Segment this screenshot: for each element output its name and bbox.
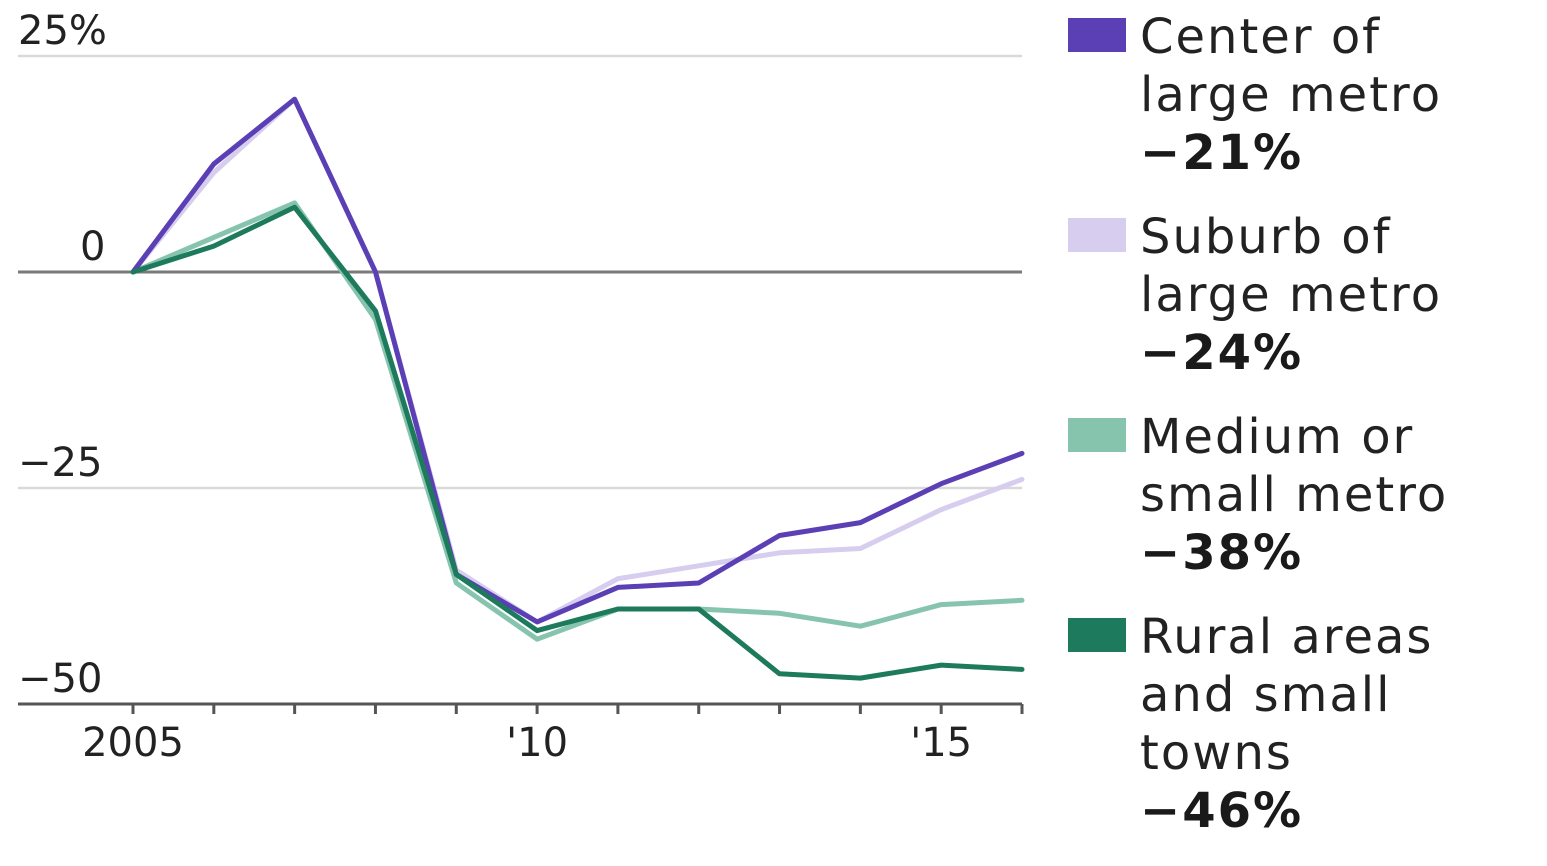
y-tick-label: −50: [18, 656, 102, 702]
legend-swatch: [1068, 618, 1126, 652]
legend-label: Suburb of large metro: [1140, 209, 1443, 323]
x-tick-label: '10: [506, 720, 568, 759]
legend-end-value: −38%: [1140, 525, 1304, 581]
series-layer: [130, 96, 1025, 681]
legend-end-value: −21%: [1140, 125, 1304, 181]
y-tick-label: 0: [80, 224, 105, 270]
legend-end-value: −24%: [1140, 325, 1304, 381]
grid-layer: [18, 54, 1024, 714]
x-tick-label: '15: [910, 720, 972, 759]
y-tick-label: 25%: [18, 8, 107, 54]
series-line-2: [130, 200, 1025, 642]
legend-label: Center of large metro: [1140, 9, 1443, 123]
legend-end-value: −46%: [1140, 783, 1304, 839]
legend: Center of large metro −21% Suburb of lar…: [1068, 8, 1538, 866]
x-tick-label: 2005: [82, 720, 184, 759]
y-tick-label: −25: [18, 440, 102, 486]
legend-swatch: [1068, 418, 1126, 452]
series-line-1: [130, 96, 1025, 625]
tick-label-layer: 25% 0 −25 −50 2005 '10 '15: [18, 8, 972, 759]
legend-swatch: [1068, 218, 1126, 252]
legend-label: Medium or small metro: [1140, 409, 1449, 523]
legend-item-rural-small-towns: Rural areas and small towns −46%: [1068, 608, 1538, 840]
legend-item-medium-small-metro: Medium or small metro −38%: [1068, 408, 1538, 582]
series-line-3: [130, 204, 1025, 681]
legend-item-center-large-metro: Center of large metro −21%: [1068, 8, 1538, 182]
legend-label: Rural areas and small towns: [1140, 609, 1434, 781]
legend-swatch: [1068, 18, 1126, 52]
legend-item-suburb-large-metro: Suburb of large metro −24%: [1068, 208, 1538, 382]
line-chart: 25% 0 −25 −50 2005 '10 '15: [18, 8, 1025, 759]
series-line-0: [130, 96, 1025, 625]
